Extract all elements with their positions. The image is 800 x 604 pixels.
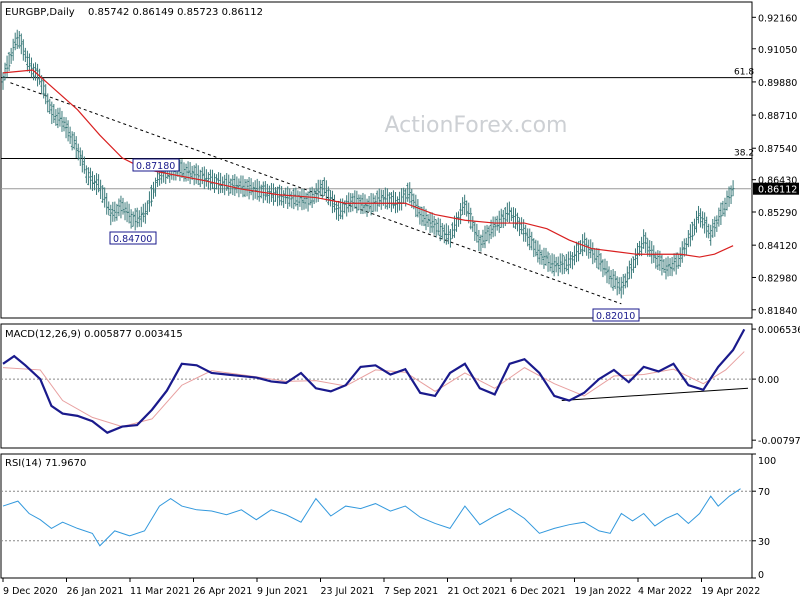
x-axis-tick-label: 26 Jan 2021 — [67, 586, 124, 597]
x-axis-tick-label: 19 Jan 2022 — [575, 586, 632, 597]
macd-y-tick-label: 0.006536 — [758, 325, 800, 336]
macd-y-tick-label: -0.007977 — [758, 436, 800, 447]
x-axis-tick-label: 7 Sep 2021 — [384, 586, 438, 597]
price-annotation-box — [592, 308, 640, 322]
rsi-y-tick-label: 100 — [758, 456, 776, 467]
price-header-ohlc: 0.85742 0.86149 0.85723 0.86112 — [88, 7, 263, 18]
price-y-tick-label: 0.87540 — [758, 144, 797, 155]
price-y-tick-label: 0.88710 — [758, 111, 797, 122]
x-axis-tick-label: 11 Mar 2021 — [130, 586, 190, 597]
macd-panel-title: MACD(12,26,9) 0.005877 0.003415 — [5, 329, 183, 340]
rsi-y-tick-label: 70 — [758, 487, 770, 498]
macd-line — [2, 328, 746, 434]
price-annotation-label: 0.82010 — [596, 311, 635, 322]
rsi-line — [2, 488, 741, 547]
price-annotation-box — [132, 158, 180, 172]
price-level-label: 61.8 — [734, 68, 754, 78]
x-axis-tick-label: 23 Jul 2021 — [321, 586, 375, 597]
x-axis-tick-label: 9 Dec 2020 — [3, 586, 58, 597]
price-level-label: 38.2 — [734, 148, 754, 158]
x-axis-tick-label: 19 Apr 2022 — [702, 586, 761, 597]
x-axis-tick-label: 6 Dec 2021 — [511, 586, 566, 597]
price-y-tick-label: 0.84120 — [758, 241, 797, 252]
macd-trendline — [561, 387, 749, 402]
price-y-tick-label: 0.85290 — [758, 208, 797, 219]
rsi-y-tick-label: 30 — [758, 537, 770, 548]
rsi-y-tick-label: 0 — [758, 570, 764, 581]
price-y-tick-label: 0.81840 — [758, 306, 797, 317]
rsi-panel-frame — [0, 453, 753, 579]
current-price-badge: 0.86112 — [758, 185, 797, 196]
macd-panel-frame — [0, 323, 753, 449]
price-annotation-box — [109, 231, 157, 245]
price-y-tick-label: 0.91050 — [758, 45, 797, 56]
price-y-tick-label: 0.92160 — [758, 13, 797, 24]
price-y-tick-label: 0.82980 — [758, 273, 797, 284]
price-annotation-label: 0.87180 — [136, 161, 175, 172]
price-annotation-label: 0.84700 — [113, 234, 152, 245]
watermark: ActionForex.com — [385, 113, 568, 138]
macd-y-tick-label: 0.00 — [758, 375, 779, 386]
current-price-badge-bg — [753, 182, 799, 195]
price-header-symbol: EURGBP,Daily — [5, 7, 75, 18]
price-panel-frame — [0, 1, 753, 319]
price-y-tick-label: 0.86430 — [758, 176, 797, 187]
x-axis-tick-label: 21 Oct 2021 — [448, 586, 507, 597]
x-axis-tick-label: 9 Jun 2021 — [257, 586, 308, 597]
rsi-panel-title: RSI(14) 71.9670 — [5, 458, 86, 469]
price-ema-line — [2, 69, 734, 258]
x-axis-tick-label: 26 Apr 2021 — [194, 586, 253, 597]
x-axis-tick-label: 4 Mar 2022 — [638, 586, 692, 597]
price-y-tick-label: 0.89880 — [758, 78, 797, 89]
